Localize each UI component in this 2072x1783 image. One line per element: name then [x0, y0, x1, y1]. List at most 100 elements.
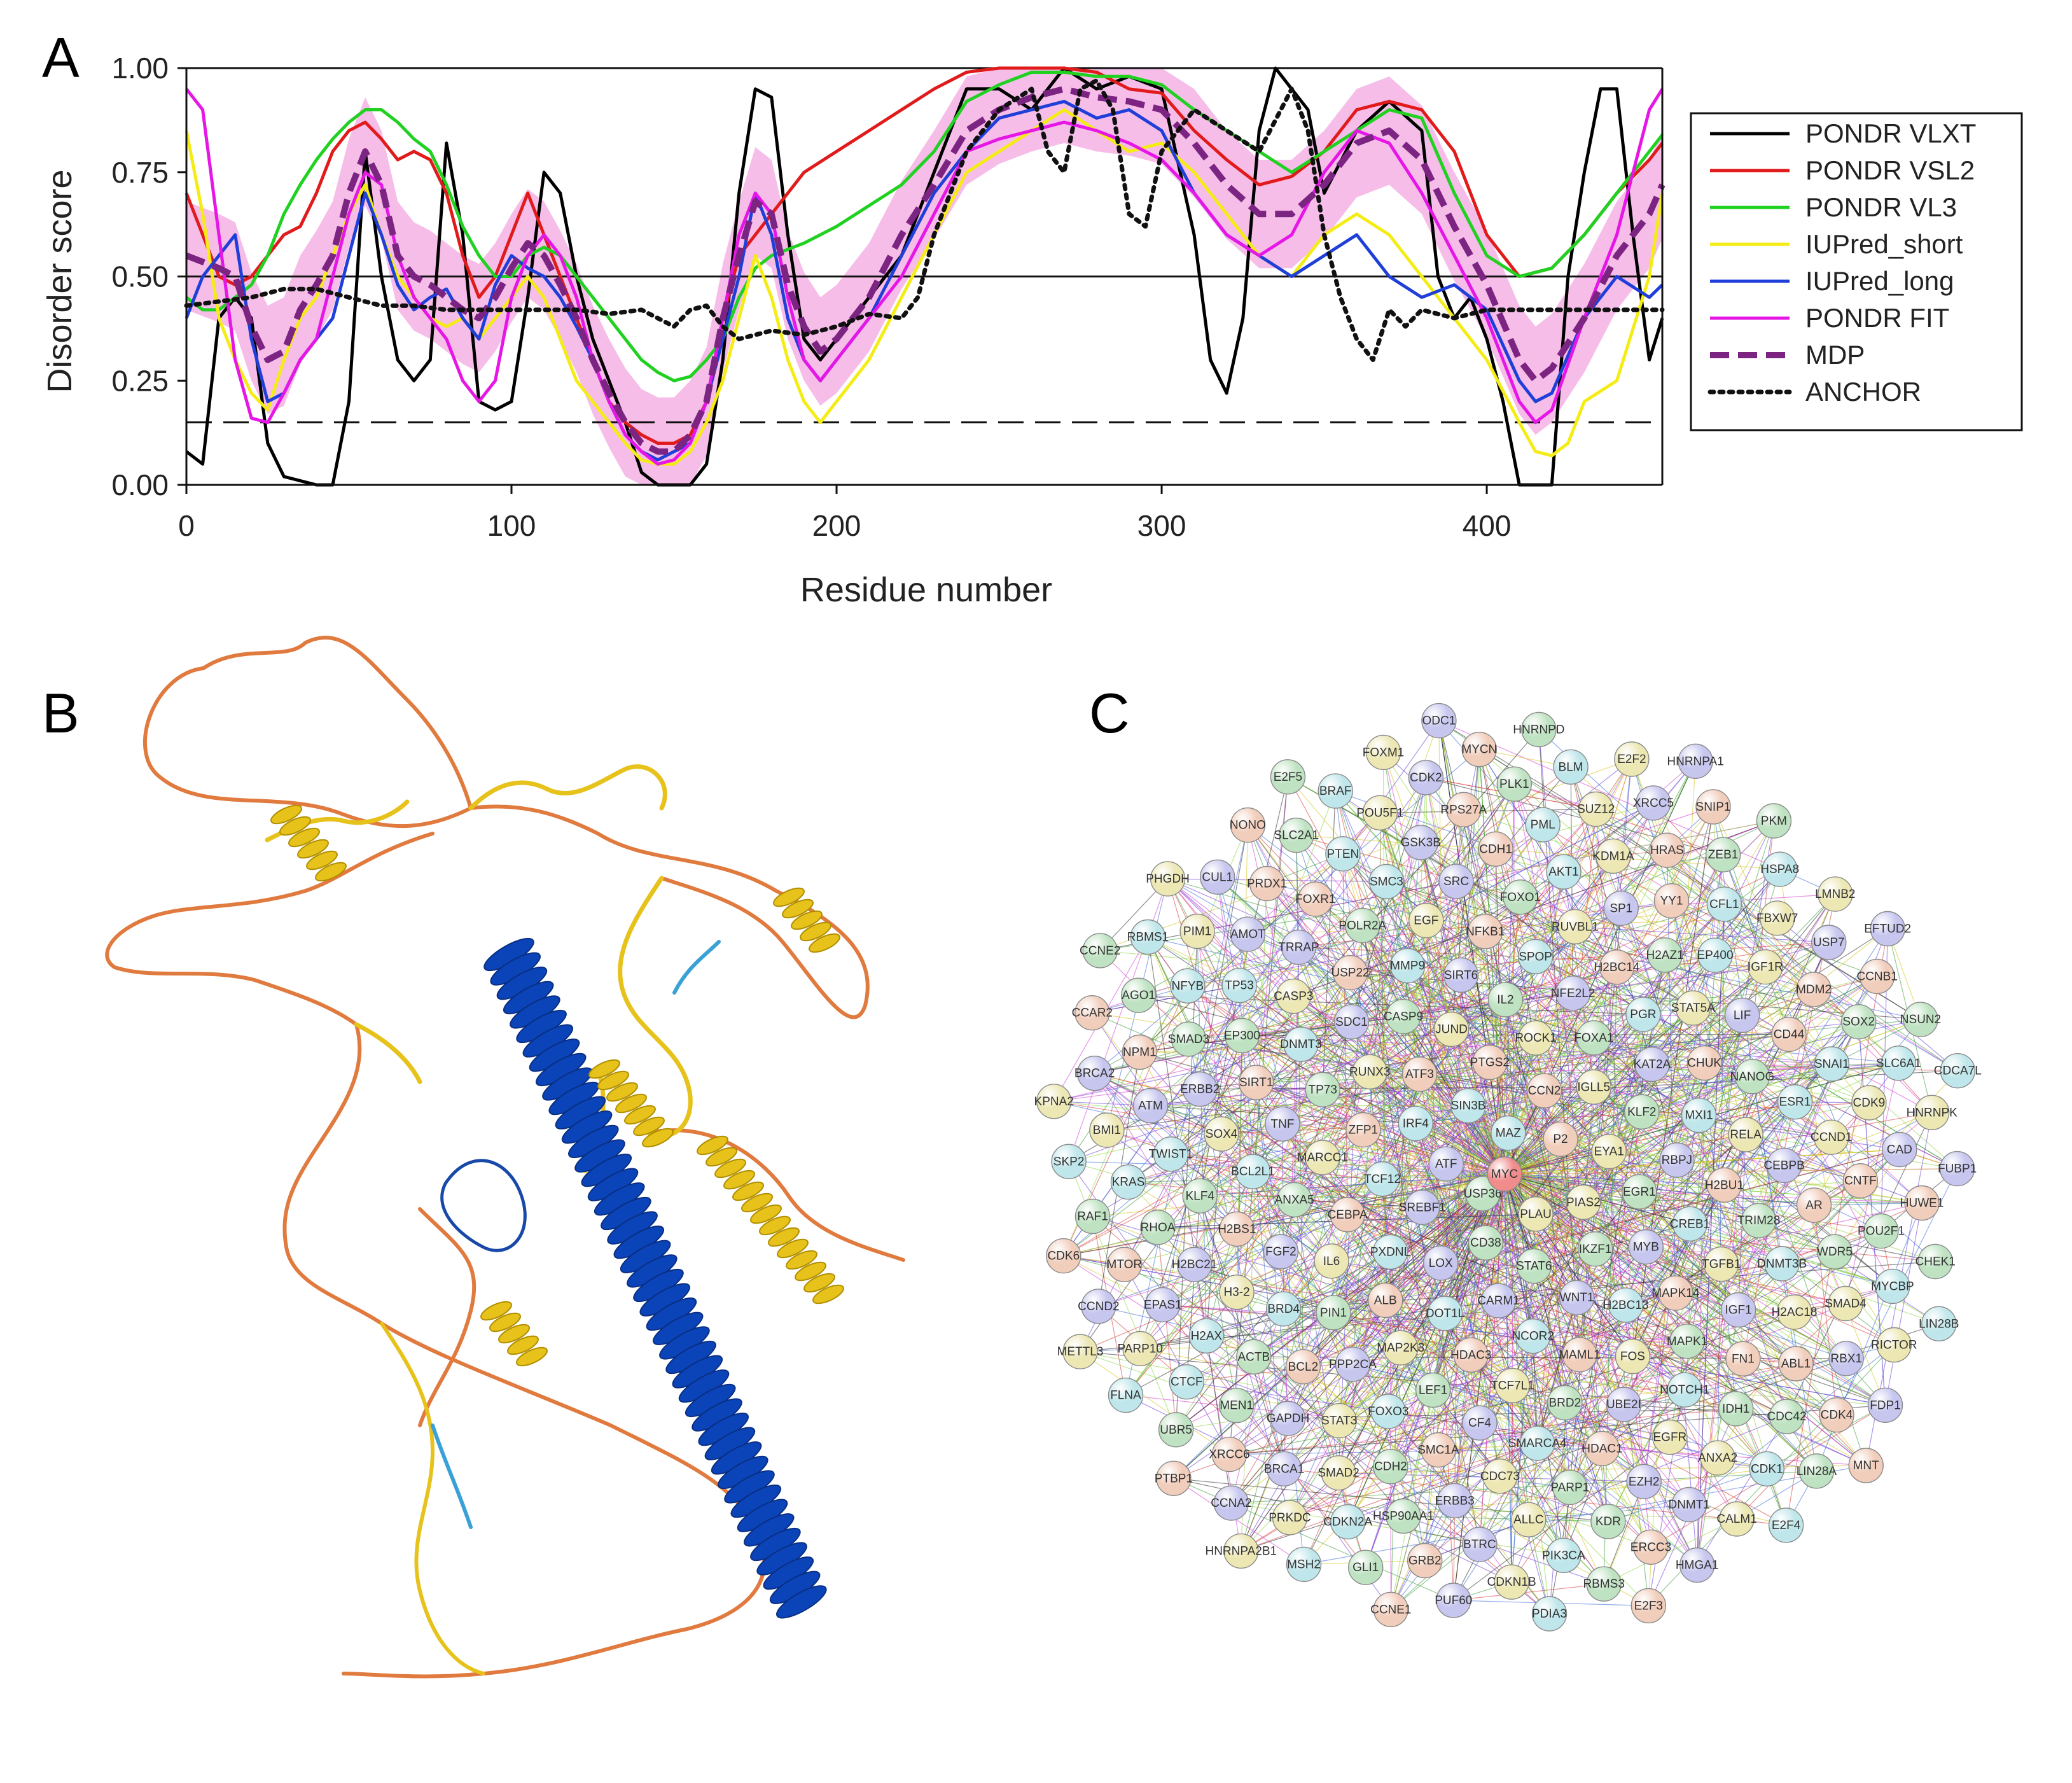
network-node: NCOR2 — [1512, 1318, 1554, 1354]
network-node: NANOG — [1730, 1059, 1774, 1094]
network-node: MXI1 — [1681, 1098, 1717, 1133]
node-circle — [1914, 1094, 1950, 1130]
node-label: LIF — [1734, 1009, 1751, 1023]
node-circle — [1487, 1156, 1522, 1192]
node-label: MARCC1 — [1297, 1151, 1348, 1164]
node-circle — [1496, 766, 1532, 802]
network-edge — [1352, 1300, 1499, 1365]
node-circle — [1276, 1182, 1312, 1218]
node-label: SMAD3 — [1168, 1033, 1209, 1046]
node-circle — [1584, 1430, 1620, 1467]
network-edge — [1781, 1202, 1923, 1264]
node-circle — [1314, 1243, 1349, 1279]
helix-turn-minor — [624, 1105, 656, 1125]
node-label: CDC73 — [1480, 1470, 1520, 1483]
node-circle — [1625, 996, 1661, 1032]
network-node: SMAD4 — [1825, 1285, 1867, 1322]
node-circle — [1398, 1105, 1433, 1142]
node-label: CCNB1 — [1856, 970, 1897, 983]
network-edge — [1645, 1246, 1886, 1406]
node-label: IRF4 — [1403, 1117, 1429, 1131]
node-label: PIAS2 — [1566, 1196, 1601, 1209]
network-node: ACTB — [1236, 1339, 1272, 1375]
node-label: MYB — [1633, 1241, 1659, 1254]
node-circle — [1468, 1225, 1504, 1261]
network-edge — [1157, 1173, 1505, 1228]
network-edge — [1248, 918, 1777, 935]
network-edge — [1478, 749, 1505, 1175]
node-label: E2F4 — [1772, 1519, 1801, 1532]
network-edge — [1293, 996, 1571, 1488]
network-node: EP400 — [1697, 937, 1734, 973]
node-circle — [1882, 1131, 1917, 1168]
network-node: PIN1 — [1316, 1295, 1351, 1331]
node-circle — [1446, 792, 1482, 828]
network-node: HNRNPD — [1513, 711, 1565, 748]
network-edge — [1199, 825, 1248, 1089]
node-circle — [1840, 1004, 1877, 1040]
node-circle — [1679, 1547, 1715, 1583]
network-node: EGFR — [1652, 1419, 1688, 1455]
network-edge — [1385, 1299, 1538, 1444]
node-label: RBX1 — [1830, 1352, 1862, 1366]
network-node: MAP2K3 — [1377, 1330, 1424, 1366]
node-label: EP300 — [1224, 1029, 1260, 1042]
network-edge — [1106, 809, 1464, 1131]
node-label: PARP10 — [1117, 1342, 1162, 1355]
node-circle — [1811, 925, 1847, 960]
node-label: PGR — [1630, 1008, 1656, 1021]
node-circle — [1842, 1163, 1879, 1199]
network-edge — [1199, 985, 1240, 1196]
helix-turn-minor — [306, 850, 338, 871]
network-node: FOS — [1615, 1338, 1651, 1374]
network-node: GLI1 — [1348, 1549, 1384, 1585]
network-node: ERCC3 — [1630, 1529, 1671, 1565]
series-line-iupred-long — [184, 99, 1664, 462]
node-circle — [1706, 886, 1742, 922]
network-edge — [1697, 1416, 1788, 1565]
node-circle — [1586, 1566, 1622, 1602]
network-edge — [1575, 926, 1829, 943]
node-circle — [1762, 851, 1798, 887]
network-edge — [1303, 1366, 1456, 1501]
helix-turn-minor — [732, 1181, 764, 1201]
node-circle — [1415, 1372, 1451, 1408]
network-edge — [1150, 783, 1515, 1106]
network-edge — [1333, 1312, 1513, 1386]
node-circle — [1671, 1486, 1707, 1523]
network-node: FUBP1 — [1938, 1150, 1977, 1187]
network-node: AMOT — [1230, 916, 1265, 952]
node-circle — [1051, 1143, 1087, 1179]
y-tick-label: 1.00 — [111, 52, 169, 85]
helix-turn-minor — [480, 1301, 512, 1321]
node-label: PTEN — [1327, 848, 1359, 861]
node-circle — [1188, 1318, 1225, 1354]
network-node: ATF — [1428, 1146, 1464, 1182]
node-circle — [1298, 881, 1333, 917]
network-node: HRAS — [1649, 832, 1685, 868]
node-circle — [1778, 1346, 1814, 1381]
network-node: CCAR2 — [1072, 995, 1113, 1031]
node-label: CREB1 — [1670, 1217, 1710, 1231]
network-node: SMAD2 — [1318, 1455, 1359, 1491]
network-edge — [1504, 904, 1725, 1175]
node-circle — [1074, 1198, 1111, 1234]
network-node: H2BC14 — [1594, 949, 1640, 985]
node-label: BRAF — [1319, 785, 1352, 798]
network-node: IGLL5 — [1576, 1069, 1611, 1105]
network-node: NONO — [1230, 807, 1266, 843]
network-edge — [1884, 1203, 1923, 1406]
node-circle — [1153, 1136, 1189, 1172]
network-edge — [1342, 853, 1561, 1140]
network-edge — [1124, 1264, 1304, 1367]
node-label: CDK4 — [1821, 1409, 1853, 1422]
node-label: FUBP1 — [1938, 1163, 1977, 1176]
node-label: NONO — [1230, 819, 1266, 832]
node-circle — [1546, 854, 1582, 890]
network-node: RBMS1 — [1127, 919, 1169, 955]
node-circle — [1472, 1044, 1508, 1080]
network-node: SMAD3 — [1168, 1021, 1209, 1057]
node-label: RHOA — [1141, 1221, 1176, 1234]
network-node: CDK4 — [1819, 1397, 1854, 1433]
x-axis-label: Residue number — [800, 571, 1052, 609]
